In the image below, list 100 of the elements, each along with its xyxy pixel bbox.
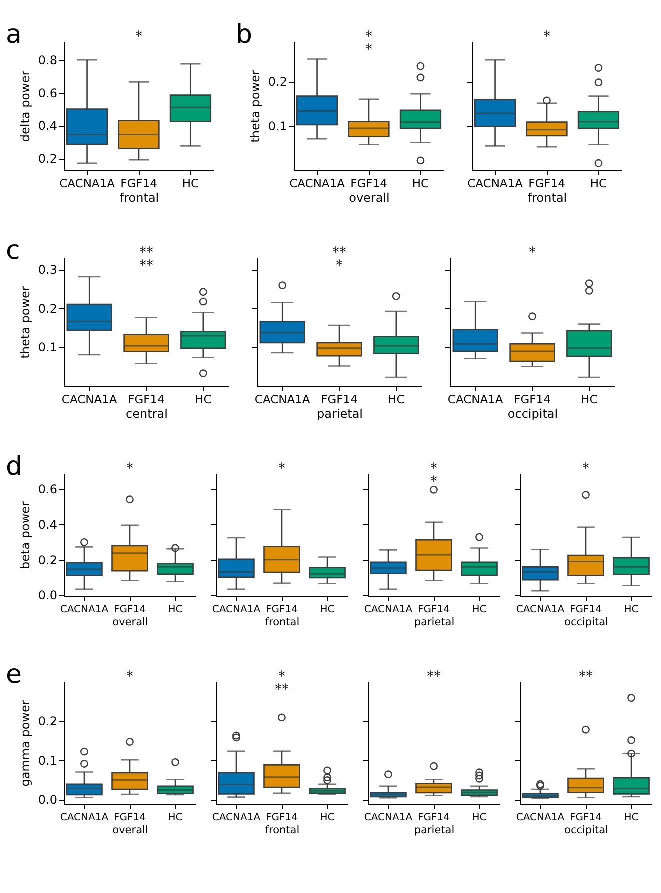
y-axis-title: beta power xyxy=(18,501,32,570)
y-tick-label: 0.8 xyxy=(38,54,58,68)
x-axis-title: occipital xyxy=(564,824,608,836)
x-tick-label: CACNA1A xyxy=(60,604,109,616)
x-tick-label: FGF14 xyxy=(350,176,388,190)
annotation: * xyxy=(126,669,134,685)
x-tick-label: CACNA1A xyxy=(516,604,565,616)
y-tick-label: 0.3 xyxy=(38,263,58,278)
x-tick-label: CACNA1A xyxy=(212,812,261,824)
y-tick-label: 0.4 xyxy=(38,518,58,532)
annotation: * xyxy=(136,29,142,45)
x-tick-label: FGF14 xyxy=(418,812,450,824)
x-tick-label: HC xyxy=(182,176,200,190)
x-tick-label: FGF14 xyxy=(114,812,146,824)
chart-title: a xyxy=(6,20,22,50)
x-tick-label: HC xyxy=(590,176,608,190)
x-tick-label: CACNA1A xyxy=(468,176,524,190)
x-tick-label: HC xyxy=(320,812,335,824)
annotation: * xyxy=(278,669,286,685)
x-axis-title: parietal xyxy=(414,616,455,628)
x-tick-label: CACNA1A xyxy=(60,176,116,190)
y-tick-label: 0.2 xyxy=(268,75,288,90)
annotation: * xyxy=(430,474,438,490)
x-tick-label: FGF14 xyxy=(570,812,602,824)
y-tick-label: 0.2 xyxy=(38,553,58,568)
x-axis-title: occipital xyxy=(508,407,558,421)
chart-title: c xyxy=(6,236,20,266)
annotation: ** xyxy=(140,245,154,261)
chart-title: d xyxy=(6,452,23,482)
x-axis-title: central xyxy=(126,407,168,421)
annotation: ** xyxy=(275,682,289,698)
y-axis-title: gamma power xyxy=(18,700,32,787)
x-axis-title: parietal xyxy=(414,824,455,836)
x-axis-title: overall xyxy=(112,616,148,628)
x-tick-label: CACNA1A xyxy=(364,812,413,824)
x-axis-title: overall xyxy=(349,191,390,205)
y-tick-label: 0.1 xyxy=(268,119,288,134)
annotation: * xyxy=(278,461,286,477)
x-tick-label: HC xyxy=(624,812,639,824)
y-axis-title: theta power xyxy=(248,70,262,143)
chart-title: b xyxy=(236,20,253,50)
annotation: * xyxy=(582,461,590,477)
x-tick-label: HC xyxy=(472,604,487,616)
y-tick-label: 0.1 xyxy=(38,754,58,768)
chart-title: e xyxy=(6,660,22,690)
x-tick-label: HC xyxy=(624,604,639,616)
annotation: * xyxy=(366,29,372,45)
y-tick-label: 0.2 xyxy=(38,714,58,729)
x-tick-label: FGF14 xyxy=(114,604,146,616)
x-tick-label: HC xyxy=(320,604,335,616)
x-tick-label: CACNA1A xyxy=(290,176,346,190)
x-tick-label: CACNA1A xyxy=(516,812,565,824)
annotation: * xyxy=(366,42,372,58)
annotation: * xyxy=(430,461,438,477)
y-axis-title: theta power xyxy=(18,286,32,359)
x-tick-label: HC xyxy=(412,176,430,190)
y-tick-label: 0.0 xyxy=(38,793,58,808)
x-axis-title: occipital xyxy=(564,616,608,628)
x-tick-label: FGF14 xyxy=(120,176,158,190)
annotation: * xyxy=(544,29,550,45)
x-tick-label: CACNA1A xyxy=(364,604,413,616)
x-tick-label: CACNA1A xyxy=(212,604,261,616)
annotation: * xyxy=(126,461,134,477)
x-tick-label: HC xyxy=(168,604,183,616)
x-tick-label: FGF14 xyxy=(266,604,298,616)
x-tick-label: HC xyxy=(195,392,212,406)
y-tick-label: 0.1 xyxy=(38,340,58,355)
x-tick-label: FGF14 xyxy=(266,812,298,824)
x-tick-label: HC xyxy=(581,392,598,406)
x-tick-label: FGF14 xyxy=(528,176,566,190)
x-tick-label: FGF14 xyxy=(514,392,551,406)
y-tick-label: 0.2 xyxy=(38,152,58,166)
x-tick-label: CACNA1A xyxy=(62,392,118,406)
annotation: * xyxy=(336,258,343,274)
annotation: * xyxy=(529,245,536,261)
x-tick-label: CACNA1A xyxy=(254,392,310,406)
x-axis-title: frontal xyxy=(120,191,160,205)
x-tick-label: HC xyxy=(168,812,183,824)
y-tick-label: 0.2 xyxy=(38,302,58,316)
y-tick-label: 0.6 xyxy=(38,482,58,497)
x-axis-title: parietal xyxy=(316,407,364,421)
y-axis-title: delta power xyxy=(18,70,32,142)
y-tick-label: 0.6 xyxy=(38,86,58,100)
x-tick-label: FGF14 xyxy=(418,604,450,616)
x-tick-label: CACNA1A xyxy=(448,392,504,406)
x-tick-label: FGF14 xyxy=(570,604,602,616)
x-tick-label: HC xyxy=(388,392,405,406)
annotation: ** xyxy=(579,669,593,685)
x-axis-title: overall xyxy=(112,824,148,836)
x-axis-title: frontal xyxy=(265,824,300,836)
x-axis-title: frontal xyxy=(265,616,300,628)
x-axis-title: frontal xyxy=(528,191,568,205)
x-tick-label: FGF14 xyxy=(128,392,165,406)
x-tick-label: HC xyxy=(472,812,487,824)
annotation: ** xyxy=(427,669,441,685)
x-tick-label: FGF14 xyxy=(321,392,358,406)
annotation: ** xyxy=(140,258,154,274)
y-tick-label: 0.0 xyxy=(38,588,58,603)
x-tick-label: CACNA1A xyxy=(60,812,109,824)
y-tick-label: 0.4 xyxy=(38,119,58,134)
